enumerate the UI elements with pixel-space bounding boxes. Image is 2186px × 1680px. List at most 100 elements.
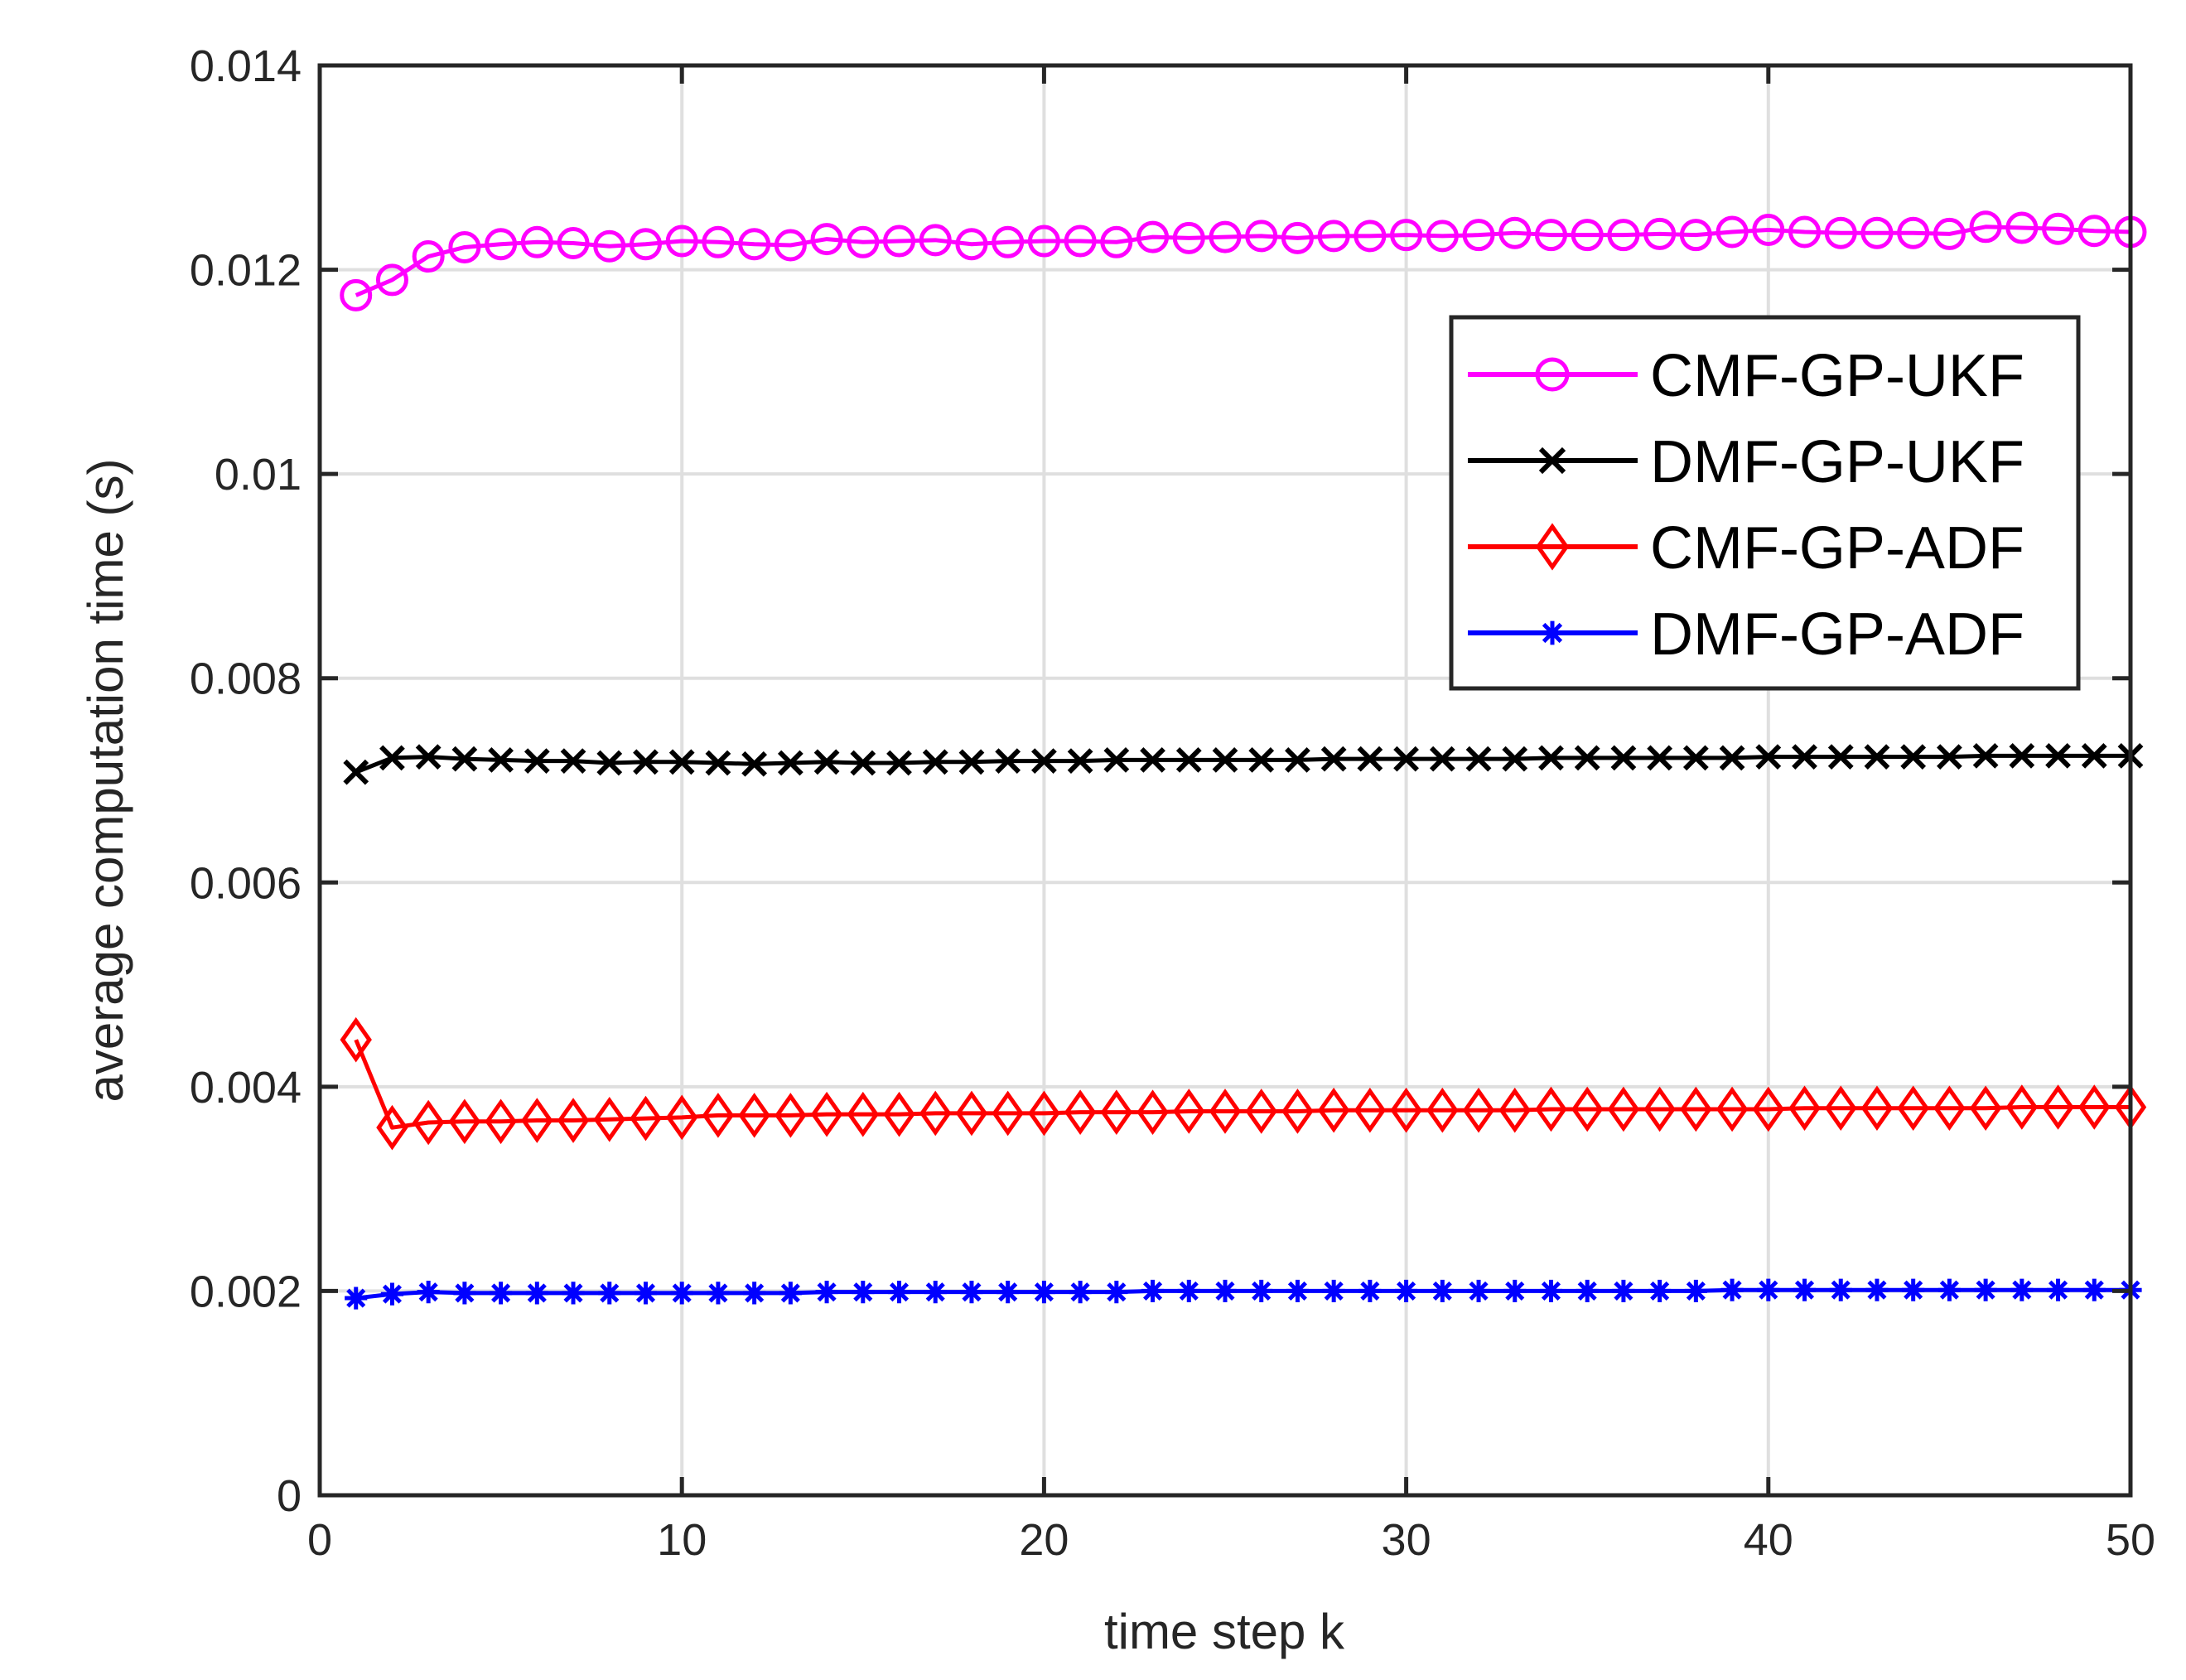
data-point-dmf-gp-ukf (1357, 746, 1383, 772)
data-point-cmf-gp-ukf (412, 240, 445, 273)
y-tick-label: 0.002 (190, 1267, 302, 1316)
data-point-cmf-gp-ukf (847, 225, 880, 258)
data-point-cmf-gp-adf (1825, 1085, 1857, 1132)
x-tick-label: 40 (1744, 1515, 1793, 1565)
data-point-dmf-gp-ukf (958, 749, 985, 775)
data-point-dmf-gp-ukf (1900, 744, 1927, 770)
data-point-cmf-gp-ukf (702, 225, 735, 258)
data-point-dmf-gp-ukf (1465, 746, 1492, 772)
data-point-dmf-gp-adf (743, 1282, 766, 1305)
data-point-cmf-gp-ukf (1534, 219, 1567, 252)
data-point-cmf-gp-adf (521, 1098, 553, 1143)
data-point-cmf-gp-adf (1462, 1087, 1495, 1133)
data-point-cmf-gp-adf (702, 1093, 735, 1138)
axes (317, 63, 2133, 1498)
y-tick-label: 0.004 (190, 1063, 302, 1113)
data-point-dmf-gp-adf (960, 1281, 983, 1304)
data-point-cmf-gp-ukf (1354, 220, 1387, 253)
data-point-dmf-gp-ukf (1429, 746, 1455, 772)
data-point-dmf-gp-adf (1322, 1279, 1345, 1303)
data-point-cmf-gp-ukf (1860, 216, 1894, 249)
data-point-dmf-gp-ukf (1827, 744, 1854, 770)
legend-label: DMF-GP-ADF (1650, 601, 2024, 668)
data-point-dmf-gp-adf (1141, 1279, 1165, 1303)
data-point-dmf-gp-adf (1431, 1279, 1454, 1303)
data-point-dmf-gp-ukf (1719, 745, 1745, 771)
data-point-cmf-gp-ukf (557, 227, 590, 260)
legend-label: DMF-GP-UKF (1650, 429, 2024, 495)
tick-labels: 0 10 20 30 40 50 0 0.002 0.004 0.006 0.008 0.01 0.01… (190, 41, 2155, 1565)
data-point-cmf-gp-ukf (1462, 219, 1495, 252)
data-point-dmf-gp-ukf (560, 748, 586, 774)
data-point-dmf-gp-ukf (668, 749, 695, 775)
data-point-dmf-gp-adf (815, 1281, 838, 1304)
y-tick-label: 0 (277, 1471, 302, 1521)
data-point-dmf-gp-ukf (813, 749, 840, 775)
data-point-dmf-gp-adf (1032, 1281, 1055, 1304)
data-point-cmf-gp-adf (1498, 1087, 1531, 1133)
data-point-cmf-gp-adf (1643, 1086, 1676, 1132)
data-point-cmf-gp-ukf (1027, 224, 1060, 258)
data-point-cmf-gp-adf (1860, 1085, 1894, 1132)
legend-item-dmf-gp-adf: DMF-GP-ADF (1468, 601, 2024, 668)
series-line-cmf-gp-adf (354, 1039, 2131, 1130)
data-point-cmf-gp-ukf (883, 224, 916, 258)
data-point-cmf-gp-ukf (1426, 220, 1459, 253)
data-point-cmf-gp-adf (1788, 1085, 1821, 1132)
data-point-dmf-gp-adf (670, 1282, 693, 1305)
legend-item-cmf-gp-ukf: CMF-GP-UKF (1468, 343, 2024, 409)
data-point-cmf-gp-adf (1281, 1089, 1314, 1134)
data-point-dmf-gp-adf (1937, 1278, 1961, 1301)
data-point-cmf-gp-adf (665, 1094, 698, 1141)
data-point-dmf-gp-adf (1467, 1279, 1490, 1303)
series-line-dmf-gp-ukf (355, 753, 2131, 775)
data-point-dmf-gp-adf (1503, 1279, 1527, 1303)
data-point-cmf-gp-ukf (1172, 221, 1205, 254)
data-point-dmf-gp-ukf (995, 748, 1021, 774)
data-point-dmf-gp-ukf (343, 759, 369, 785)
series-dmf-gp-ukf (343, 743, 2144, 785)
data-point-dmf-gp-ukf (2045, 743, 2071, 769)
data-point-dmf-gp-adf (2046, 1278, 2070, 1301)
data-point-cmf-gp-adf (2078, 1084, 2111, 1130)
series-group (340, 210, 2147, 1310)
data-point-cmf-gp-adf (1607, 1086, 1640, 1132)
data-point-dmf-gp-adf (525, 1282, 548, 1305)
legend-marker (1538, 447, 1566, 475)
data-point-dmf-gp-ukf (1682, 745, 1709, 771)
data-point-cmf-gp-adf (919, 1090, 952, 1137)
data-point-dmf-gp-ukf (777, 750, 803, 776)
series-line-cmf-gp-ukf (355, 224, 2131, 297)
data-point-cmf-gp-ukf (1752, 213, 1785, 246)
data-point-cmf-gp-adf (775, 1093, 807, 1138)
data-point-cmf-gp-ukf (2005, 211, 2039, 244)
data-point-cmf-gp-adf (340, 1016, 372, 1063)
data-point-cmf-gp-ukf (593, 229, 626, 263)
data-point-cmf-gp-adf (1680, 1086, 1712, 1132)
data-point-cmf-gp-adf (630, 1095, 662, 1142)
data-point-cmf-gp-ukf (1245, 220, 1278, 253)
data-point-cmf-gp-adf (1716, 1086, 1749, 1132)
data-point-cmf-gp-ukf (375, 263, 408, 297)
data-point-dmf-gp-ukf (451, 746, 478, 772)
data-point-dmf-gp-adf (1757, 1278, 1780, 1301)
data-point-dmf-gp-adf (852, 1281, 875, 1304)
data-point-dmf-gp-adf (1177, 1279, 1200, 1303)
data-point-dmf-gp-adf (1902, 1278, 1925, 1301)
data-point-cmf-gp-ukf (1317, 220, 1350, 253)
data-point-cmf-gp-ukf (738, 228, 771, 261)
data-point-dmf-gp-adf (1250, 1279, 1273, 1303)
data-point-dmf-gp-ukf (1792, 744, 1817, 770)
data-point-dmf-gp-ukf (1647, 745, 1673, 771)
data-point-dmf-gp-adf (1684, 1279, 1707, 1303)
data-point-cmf-gp-adf (992, 1090, 1024, 1137)
plot-area (320, 65, 2131, 1495)
data-point-cmf-gp-ukf (448, 230, 481, 263)
data-point-cmf-gp-ukf (340, 278, 373, 311)
data-point-dmf-gp-ukf (415, 744, 442, 770)
data-point-dmf-gp-adf (1720, 1278, 1744, 1301)
data-point-dmf-gp-adf (634, 1282, 658, 1305)
data-point-dmf-gp-adf (345, 1287, 368, 1310)
data-point-dmf-gp-adf (1576, 1279, 1599, 1303)
